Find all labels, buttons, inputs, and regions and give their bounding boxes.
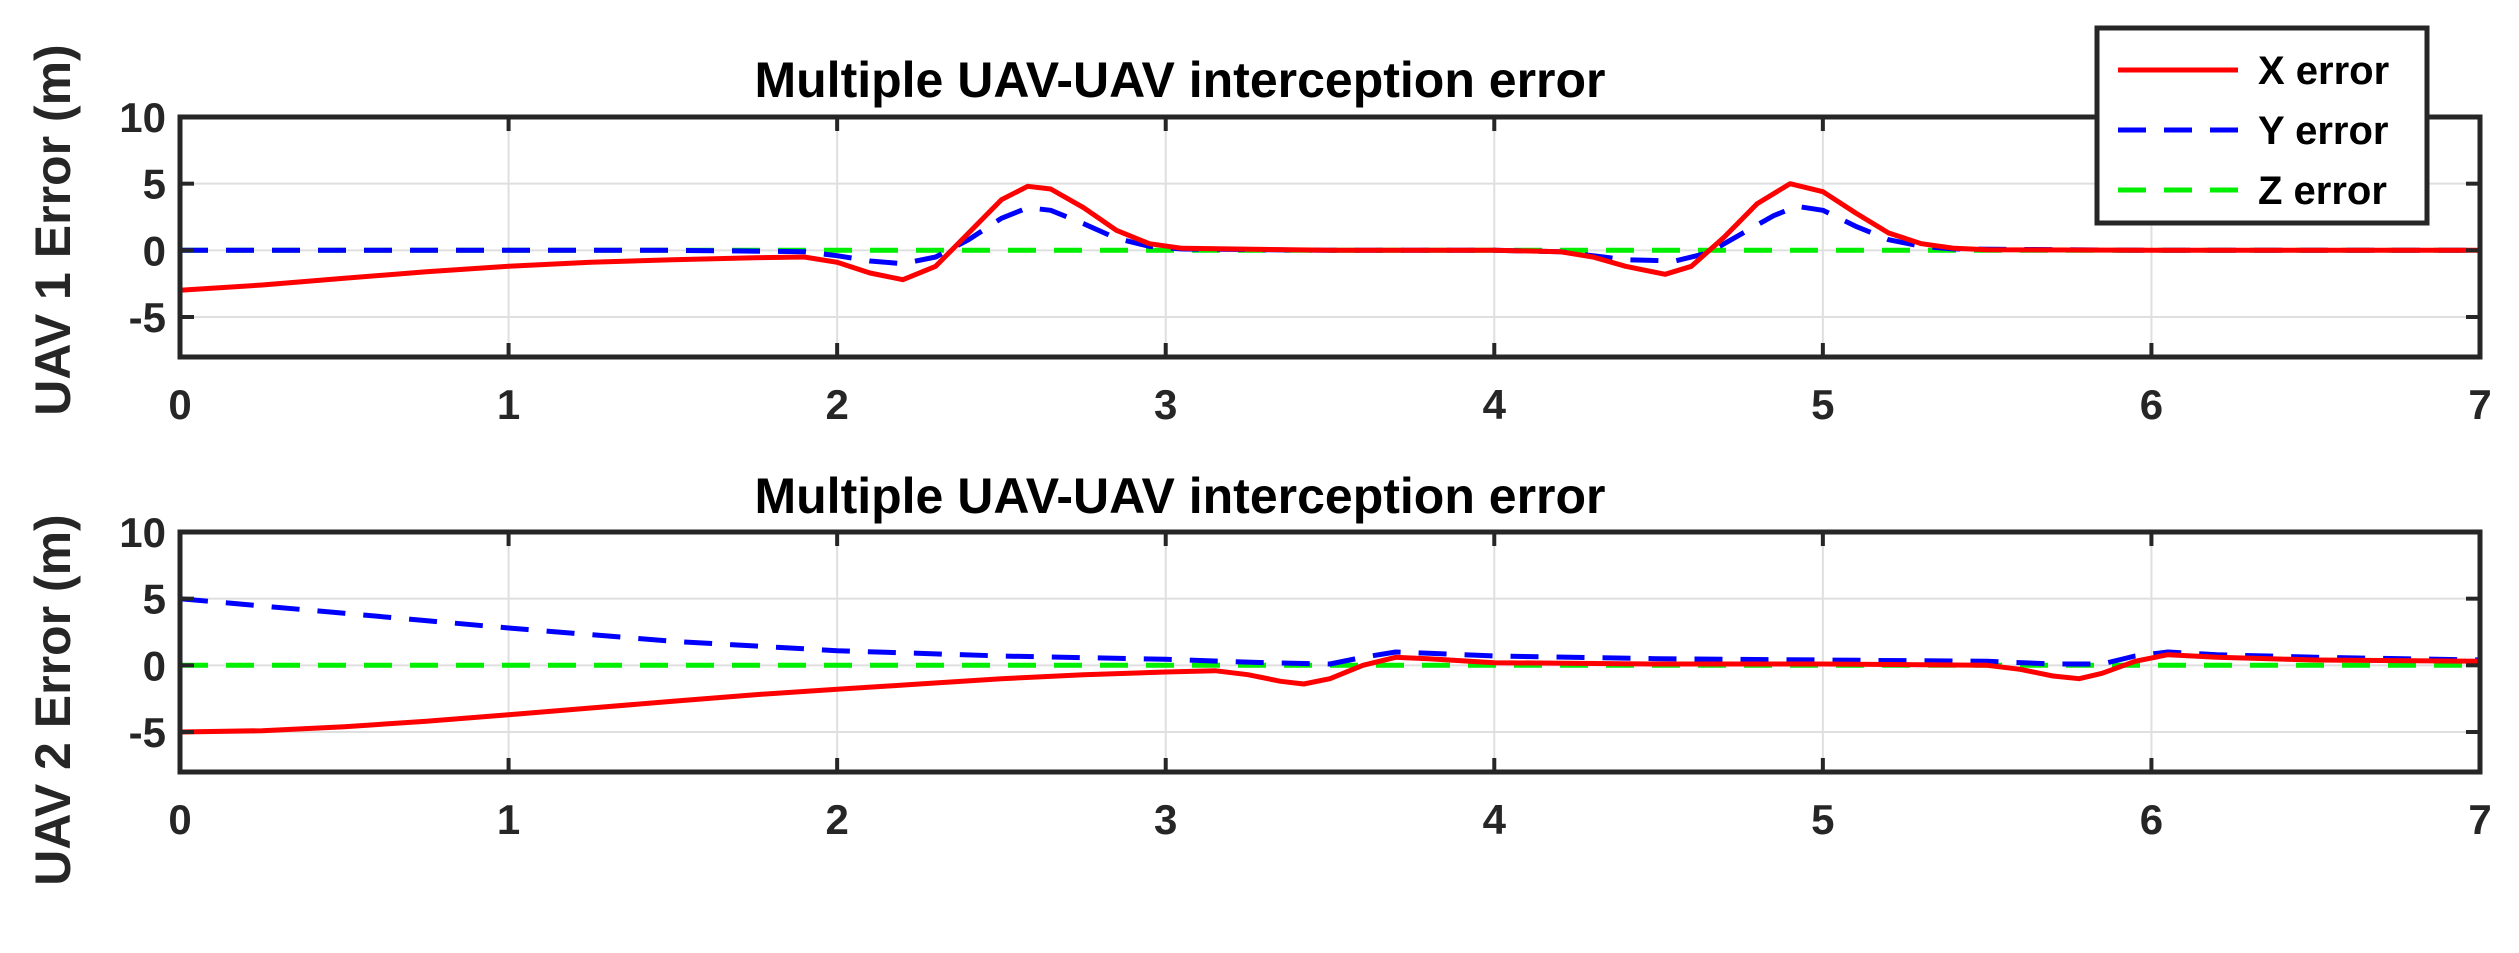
x-tick-label: 0	[168, 796, 191, 843]
legend-label-y-error: Y error	[2258, 109, 2388, 153]
x-tick-label: 3	[1154, 796, 1177, 843]
y-tick-label: 5	[143, 576, 166, 623]
y-tick-label: 10	[119, 94, 166, 141]
plot-frame	[177, 529, 2483, 775]
y-axis-label: UAV 2 Error (m)	[25, 514, 81, 885]
y-tick-label: 0	[143, 227, 166, 274]
x-tick-label: 6	[2140, 381, 2163, 428]
y-tick-label: -5	[129, 709, 166, 756]
x-tick-label: 6	[2140, 796, 2163, 843]
x-tick-label: 5	[1811, 796, 1834, 843]
chart-title: Multiple UAV-UAV interception error	[754, 52, 1605, 108]
x-tick-label: 7	[2468, 381, 2491, 428]
chart-uav1: Multiple UAV-UAV interception error UAV …	[25, 44, 2492, 428]
y-tick-label: -5	[129, 294, 166, 341]
x-tick-label: 1	[497, 381, 520, 428]
series-layer	[179, 596, 2481, 735]
x-tick-label: 5	[1811, 381, 1834, 428]
series-layer	[179, 181, 2480, 293]
x-tick-label: 2	[825, 796, 848, 843]
x-tick-label: 4	[1483, 796, 1507, 843]
legend-box	[2094, 25, 2430, 226]
series-y-error	[179, 596, 2481, 667]
y-tick-label: 5	[143, 161, 166, 208]
chart-title: Multiple UAV-UAV interception error	[754, 468, 1605, 524]
y-axis-label: UAV 1 Error (m)	[25, 44, 81, 415]
legend: X error Y error Z error	[2094, 25, 2430, 226]
x-tick-label: 4	[1483, 381, 1507, 428]
legend-label-z-error: Z error	[2258, 169, 2387, 213]
chart-uav2: Multiple UAV-UAV interception error UAV …	[25, 468, 2492, 886]
y-tick-label: 0	[143, 642, 166, 689]
x-tick-label: 3	[1154, 381, 1177, 428]
plot-frame	[177, 114, 2483, 360]
series-x-error	[179, 652, 2481, 735]
y-tick-label: 10	[119, 509, 166, 556]
legend-label-x-error: X error	[2258, 49, 2389, 93]
x-tick-label: 2	[825, 381, 848, 428]
x-tick-label: 0	[168, 381, 191, 428]
x-tick-label: 7	[2468, 796, 2491, 843]
x-tick-label: 1	[497, 796, 520, 843]
series-x-error	[179, 181, 2480, 293]
